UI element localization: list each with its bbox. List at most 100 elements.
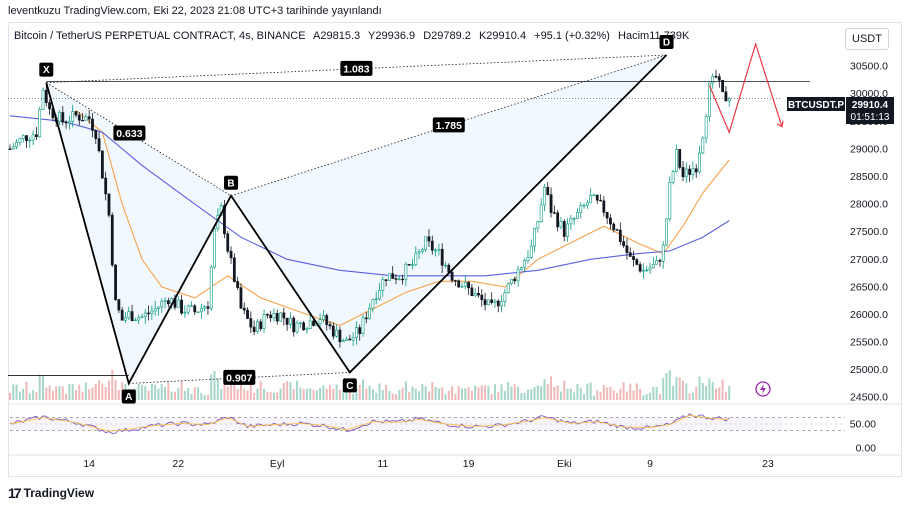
candle-body <box>361 317 365 334</box>
volume-bar <box>629 383 632 400</box>
candle-body <box>249 318 253 328</box>
volume-bar <box>493 384 496 400</box>
candle-body <box>605 212 609 219</box>
candle-body <box>81 119 84 122</box>
candle-body <box>569 218 573 225</box>
candle-body <box>87 116 91 120</box>
volume-bar <box>497 392 500 400</box>
point-badge-x <box>39 62 54 77</box>
volume-bar <box>616 393 619 400</box>
volume-bar <box>375 392 378 400</box>
volume-bar <box>517 386 520 400</box>
volume-bar <box>566 388 569 400</box>
y-tick-label: 24500.0 <box>850 392 888 404</box>
candle-body <box>437 248 441 251</box>
candle-body <box>223 205 226 235</box>
volume-bar <box>619 388 622 400</box>
candle-body <box>8 148 12 150</box>
candle-body <box>727 98 731 102</box>
volume-bar <box>183 390 186 400</box>
alert-icon[interactable] <box>755 381 771 397</box>
volume-bar <box>147 390 150 400</box>
volume-bar <box>190 393 193 400</box>
candle-body <box>503 292 507 302</box>
candle-body <box>15 141 18 148</box>
candle-body <box>384 279 388 281</box>
volume-bar <box>256 388 259 400</box>
x-tick-label: 22 <box>172 458 184 470</box>
volume-bar <box>269 392 272 400</box>
volume-bar <box>236 389 239 400</box>
ratio-line-XB <box>46 82 232 197</box>
volume-bar <box>342 390 345 400</box>
footer-brand[interactable]: 17 TradingView <box>8 485 94 501</box>
candle-body <box>632 256 635 260</box>
volume-bar <box>15 384 18 400</box>
volume-bar <box>167 382 170 400</box>
harmonic-pattern-layer: 0.633 0.907 1.083 1.785 X A B C D <box>8 35 810 404</box>
volume-bar <box>444 394 447 400</box>
volume-bar <box>470 390 473 400</box>
candle-body <box>394 278 398 280</box>
volume-bar <box>150 383 153 400</box>
axes-layer: 30500.030000.029500.029000.028500.028000… <box>8 61 902 470</box>
last-price-label: 29910.4 <box>852 100 889 111</box>
volume-bar <box>711 382 714 400</box>
volume-bar <box>335 384 338 400</box>
volume-bar <box>579 387 582 400</box>
volume-bar <box>358 384 361 400</box>
volume-bar <box>203 394 206 400</box>
xab-triangle-fill <box>46 82 232 384</box>
candle-body <box>546 187 550 195</box>
candle-body <box>658 260 662 262</box>
legend-open: A29815.3 <box>313 30 361 42</box>
candle-body <box>44 89 48 103</box>
volume-bar <box>507 382 510 400</box>
candle-body <box>543 187 546 206</box>
ticker-tag-label: BTCUSDT.P <box>788 100 844 111</box>
volume-bar <box>35 392 38 400</box>
volume-bar <box>61 386 64 400</box>
volume-bar <box>180 381 183 400</box>
candle-body <box>559 221 563 228</box>
candle-body <box>242 307 246 311</box>
candle-body <box>335 329 339 337</box>
volume-bar <box>58 385 61 400</box>
candle-body <box>48 102 51 110</box>
volume-bar <box>625 391 628 400</box>
candle-body <box>285 317 289 325</box>
candle-body <box>21 135 25 139</box>
volume-bar <box>550 376 553 400</box>
projection-path <box>708 41 783 135</box>
legend-symbol[interactable]: Bitcoin / TetherUS PERPETUAL CONTRACT, 4… <box>14 30 306 42</box>
currency-button[interactable]: USDT <box>845 28 889 50</box>
candle-body <box>203 306 207 309</box>
volume-bar <box>536 385 539 400</box>
candle-body <box>239 287 243 309</box>
candle-body <box>625 245 629 253</box>
candle-body <box>556 212 560 228</box>
rsi-line <box>9 413 730 434</box>
y-tick-label: 28500.0 <box>850 171 888 183</box>
volume-bar <box>84 382 87 400</box>
candle-body <box>364 317 368 320</box>
volume-bar <box>48 385 51 400</box>
volume-bar <box>160 384 163 400</box>
volume-bar <box>635 383 638 400</box>
bcd-triangle-fill <box>231 55 667 373</box>
candle-body <box>552 212 556 214</box>
volume-bar <box>652 386 655 400</box>
candle-body <box>701 137 705 154</box>
volume-bar <box>441 387 444 400</box>
candle-body <box>585 202 589 206</box>
volume-bar <box>404 381 407 400</box>
candle-body <box>562 221 566 237</box>
candle-body <box>417 251 421 254</box>
volume-bar <box>431 382 434 400</box>
candle-body <box>117 299 121 311</box>
volume-bar <box>220 388 223 400</box>
y-tick-label: 27000.0 <box>850 254 888 266</box>
volume-bar <box>9 393 11 400</box>
candle-body <box>190 305 193 307</box>
